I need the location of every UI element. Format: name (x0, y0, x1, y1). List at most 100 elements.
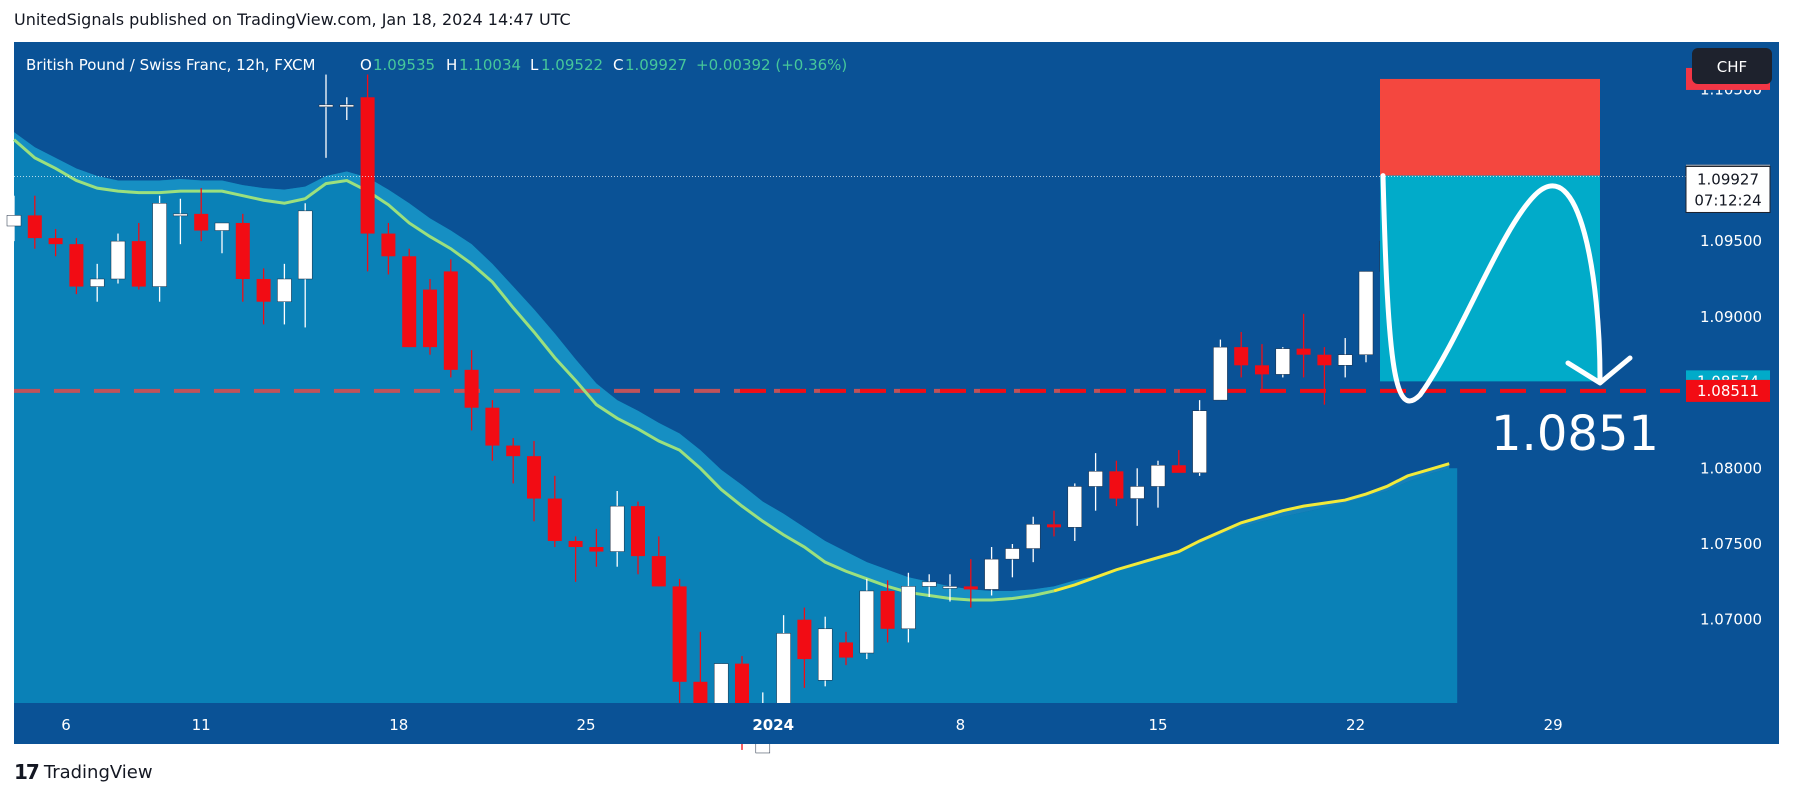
area-fill (14, 132, 1458, 704)
candle (1358, 271, 1374, 363)
candle (256, 268, 271, 325)
candle-body (339, 104, 355, 108)
candle (1129, 468, 1145, 526)
candle (1317, 347, 1332, 405)
candle (1296, 313, 1311, 378)
candle (506, 437, 521, 484)
candle (568, 536, 583, 582)
candle (194, 188, 209, 242)
candle (1025, 516, 1041, 563)
price-labels: 1.105711.099331.0992707:12:241.085741.08… (1685, 67, 1771, 402)
candle (984, 547, 999, 596)
candle-body (1150, 465, 1166, 487)
candle (859, 578, 875, 660)
time-axis-bar (14, 703, 1779, 744)
candle-body (1109, 471, 1124, 499)
support-price-label-bg (1686, 379, 1770, 402)
candle-body (402, 256, 417, 348)
candle-body (963, 586, 978, 590)
low-label: L (530, 56, 539, 74)
candle (48, 229, 63, 257)
candle-body (547, 498, 562, 541)
candle (797, 607, 812, 688)
candle-body (1088, 471, 1103, 487)
candle-body (942, 586, 958, 589)
candle (1213, 339, 1228, 401)
candle-body (901, 586, 916, 630)
candle (485, 400, 500, 461)
candle-body (443, 271, 458, 370)
x-tick-label: 2024 (752, 716, 794, 734)
candle-body (1337, 354, 1353, 366)
footer: 17 TradingView (14, 760, 153, 784)
candle (27, 195, 42, 249)
y-tick-label: 1.07000 (1700, 611, 1762, 629)
candle-body (1296, 348, 1311, 355)
x-tick-label: 29 (1544, 716, 1563, 734)
candle (69, 238, 84, 295)
candle (297, 203, 313, 328)
candle (1275, 347, 1291, 378)
candle-body (110, 240, 126, 280)
candle (1047, 510, 1061, 537)
candle-body (984, 558, 999, 590)
low-value: 1.09522 (541, 56, 603, 74)
x-tick-label: 8 (956, 716, 966, 734)
candle-body (568, 540, 583, 548)
candle-body (797, 619, 812, 660)
candle-body (89, 278, 105, 287)
candle (1150, 460, 1166, 508)
close-label: C (613, 56, 623, 74)
candle-body (256, 278, 271, 302)
candle (131, 222, 146, 290)
candle (589, 528, 604, 567)
candle-body (527, 456, 541, 499)
candle-body (152, 203, 167, 287)
candle (110, 233, 126, 284)
candle (1005, 543, 1020, 578)
ema-line (13, 138, 1055, 602)
candle (817, 616, 833, 687)
projection-path (1380, 173, 1603, 404)
symbol-name: British Pound / Swiss Franc, 12h, FXCM (26, 56, 315, 74)
last-price-label: 1.09927 07:12:24 (1685, 165, 1771, 213)
target-annotation: 1.0851 (1491, 406, 1659, 462)
candle-body (297, 210, 313, 280)
candle (89, 263, 105, 302)
candle-body (27, 215, 42, 239)
candle (443, 259, 458, 378)
candle (963, 559, 978, 608)
support-price-label-text: 1.08511 (1697, 382, 1759, 400)
candle-body (318, 104, 334, 108)
candle-body (485, 407, 500, 446)
arrow-down-icon (1565, 355, 1633, 386)
candle (214, 222, 230, 254)
candle-body (1129, 486, 1145, 499)
candle (277, 263, 292, 325)
candle-body (277, 278, 292, 302)
candle (423, 278, 437, 355)
symbol-legend: British Pound / Swiss Franc, 12h, FXCM O… (26, 56, 847, 74)
last-price-bg (1685, 165, 1771, 213)
candle-body (1067, 486, 1083, 528)
candle-body (631, 506, 645, 557)
candle-body (1047, 524, 1061, 528)
candle-body (1213, 346, 1228, 401)
currency-button[interactable]: CHF (1692, 48, 1772, 84)
high-label: H (446, 56, 457, 74)
open-value: 1.09535 (373, 56, 435, 74)
stop-loss-zone (1380, 78, 1600, 176)
candle (527, 441, 541, 522)
footer-brand: TradingView (43, 761, 153, 783)
take-profit-zone (1380, 175, 1600, 382)
candle-body (1171, 465, 1186, 473)
candle (839, 631, 853, 666)
candle-body (48, 238, 63, 245)
position-layer (1380, 78, 1633, 404)
candle-body (672, 586, 687, 682)
candle (1067, 483, 1083, 541)
candle (901, 572, 916, 643)
candle-body (859, 590, 875, 654)
area-layer (14, 132, 1458, 704)
